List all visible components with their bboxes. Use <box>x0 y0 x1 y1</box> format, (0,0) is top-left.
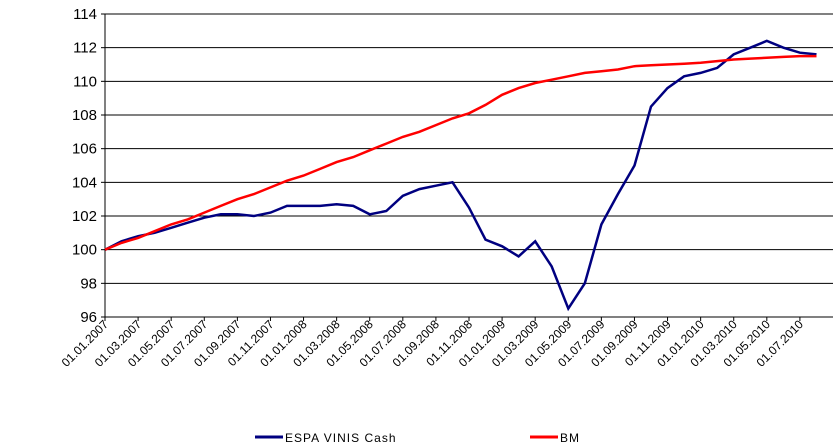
y-tick-label: 114 <box>73 6 97 23</box>
y-tick-label: 98 <box>80 275 97 292</box>
y-tick-label: 108 <box>72 107 97 124</box>
y-tick-label: 110 <box>73 73 97 90</box>
y-tick-label: 96 <box>80 309 97 326</box>
legend-label: BM <box>560 431 580 445</box>
y-tick-label: 100 <box>72 242 97 259</box>
legend-label: ESPA VINIS Cash <box>285 431 397 445</box>
y-tick-label: 102 <box>72 208 97 225</box>
y-tick-label: 106 <box>72 141 97 158</box>
y-tick-label: 112 <box>73 40 97 57</box>
series-line <box>104 54 817 251</box>
series-line <box>104 39 817 312</box>
y-tick-label: 104 <box>72 174 97 191</box>
